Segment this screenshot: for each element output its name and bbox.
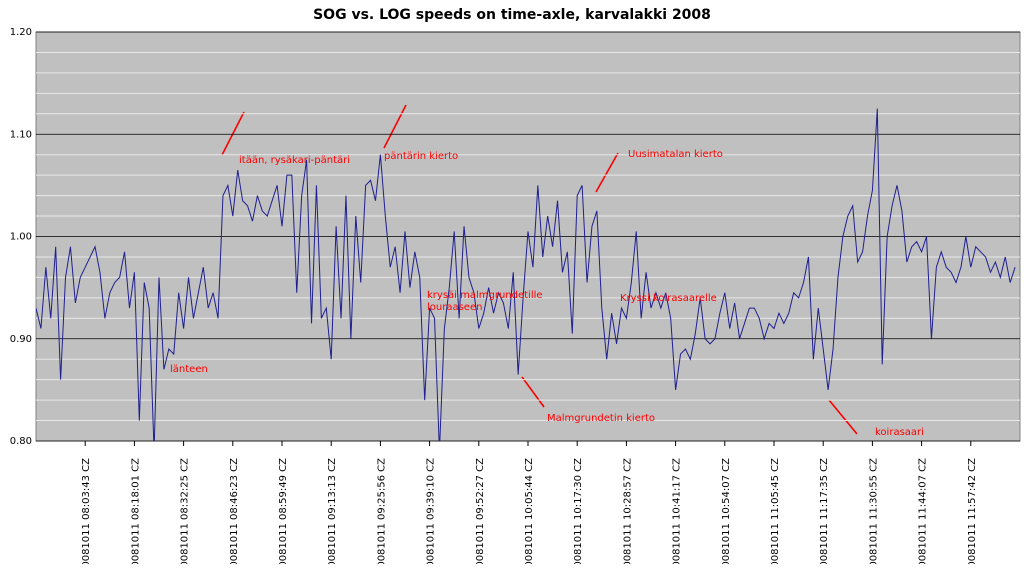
annotation-line [383,104,407,149]
series-line [36,108,1016,441]
annotation: louraaseen [427,302,482,313]
annotation-arrows [221,104,858,435]
annotation-line [521,376,545,408]
x-tick-label: 20081011 08:46:23 CZ [229,458,240,564]
annotation: Malmgrundetin kierto [547,413,655,424]
x-tick-label: 20081011 09:52:27 CZ [475,458,486,564]
annotation: länteen [170,364,208,375]
annotation: Kryssi koirasaarelle [620,293,717,304]
annotation-line [595,152,619,193]
x-tick-label: 20081011 09:25:56 CZ [376,458,387,564]
x-tick-label: 20081011 11:44:07 CZ [918,458,929,564]
y-tick-label: 0.80 [10,436,32,447]
x-tick-label: 20081011 08:32:25 CZ [180,458,191,564]
x-tick-label: 20081011 10:17:30 CZ [573,458,584,564]
x-tick-label: 20081011 11:17:35 CZ [819,458,830,564]
x-tick-label: 20081011 10:28:57 CZ [622,458,633,564]
x-tick-label: 20081011 10:41:17 CZ [672,458,683,564]
annotation-line [828,399,858,435]
x-tick-label: 20081011 11:30:55 CZ [868,458,879,564]
x-tick-label: 20081011 09:39:10 CZ [426,458,437,564]
chart-title: SOG vs. LOG speeds on time-axle, karvala… [313,7,711,23]
x-tick-label: 20081011 11:05:45 CZ [770,458,781,564]
y-tick-label: 1.00 [10,232,32,243]
annotation: Uusimatalan kierto [628,149,723,160]
annotation-line [221,111,245,156]
annotation: päntärin kierto [384,151,458,162]
annotation: koirasaari [875,427,924,438]
y-tick-label: 1.10 [10,129,32,140]
y-tick-label: 0.90 [10,334,32,345]
x-tick-label: 20081011 10:05:44 CZ [524,458,535,564]
x-tick-label: 20081011 08:59:49 CZ [278,458,289,564]
annotation: krysäi malmgrundetille [427,290,543,301]
x-tick-label: 20081011 09:13:13 CZ [327,458,338,564]
x-tick-label: 20081011 11:57:42 CZ [967,458,978,564]
x-tick-label: 20081011 10:54:07 CZ [721,458,732,564]
annotation: itään, rysäkari-päntäri [239,155,350,166]
x-tick-label: 20081011 08:03:43 CZ [81,458,92,564]
y-tick-label: 1.20 [10,27,32,38]
x-tick-label: 20081011 08:18:01 CZ [130,458,141,564]
